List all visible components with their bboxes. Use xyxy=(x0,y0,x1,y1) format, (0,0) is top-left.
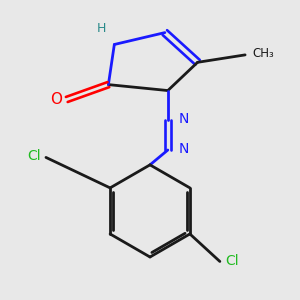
Text: O: O xyxy=(50,92,62,107)
Text: Cl: Cl xyxy=(27,149,41,163)
Text: N: N xyxy=(179,142,189,155)
Text: Cl: Cl xyxy=(225,254,238,268)
Text: CH₃: CH₃ xyxy=(253,47,274,60)
Text: H: H xyxy=(96,22,106,34)
Text: N: N xyxy=(179,112,189,126)
